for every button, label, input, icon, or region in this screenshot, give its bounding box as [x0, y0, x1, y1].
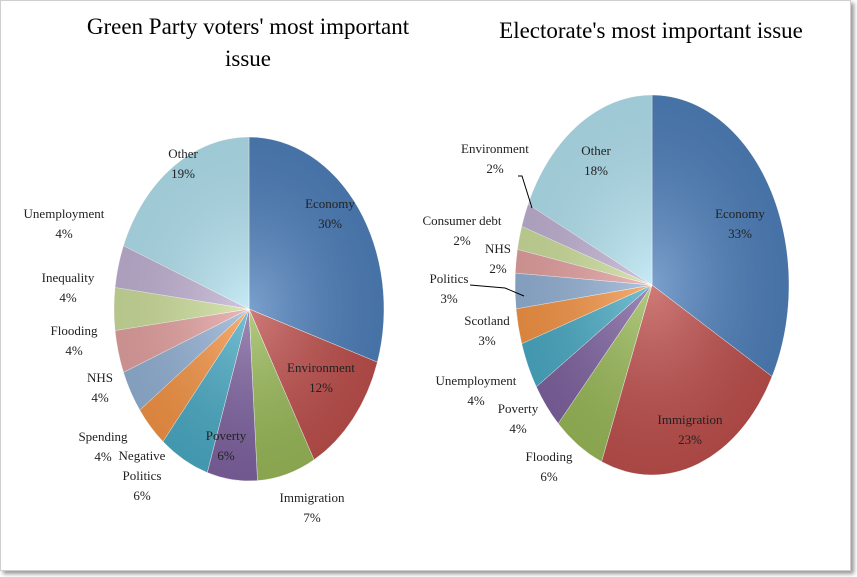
right-label-unemployment: Unemployment 4% — [436, 373, 517, 408]
left-label-inequality: Inequality 4% — [42, 270, 95, 305]
right-label-flooding: Flooding 6% — [526, 449, 573, 484]
right-label-scotland: Scotland 3% — [464, 313, 510, 348]
left-label-nhs: NHS 4% — [87, 370, 113, 405]
right-label-other: Other 18% — [581, 143, 611, 178]
right-label-economy: Economy 33% — [715, 206, 765, 241]
right-pie-shading — [515, 95, 789, 475]
right-leader-line-politics — [469, 284, 525, 297]
left-label-economy: Economy 30% — [305, 196, 355, 231]
right-label-poverty: Poverty 4% — [498, 401, 539, 436]
right-label-consumer-debt: Consumer debt 2% — [422, 213, 501, 248]
left-label-spending: Spending 4% — [78, 429, 128, 464]
right-label-nhs: NHS 2% — [485, 241, 511, 276]
right-leader-line-environment — [518, 175, 533, 209]
right-label-environment: Environment 2% — [461, 141, 529, 176]
left-label-environment: Environment 12% — [287, 360, 355, 395]
right-label-politics: Politics 3% — [429, 271, 468, 306]
right-chart-title: Electorate's most important issue — [499, 18, 803, 43]
left-label-negative-politics: Negative Politics 6% — [119, 448, 166, 503]
left-label-other: Other 19% — [168, 146, 198, 181]
left-chart-title-line1: Green Party voters' most important — [87, 14, 410, 39]
left-label-flooding: Flooding 4% — [51, 323, 98, 358]
left-chart-title-line2: issue — [225, 46, 271, 71]
left-label-immigration: Immigration 7% — [280, 490, 345, 525]
right-label-immigration: Immigration 23% — [658, 412, 723, 447]
left-pie-shading — [114, 137, 384, 481]
left-label-poverty: Poverty 6% — [206, 428, 247, 463]
left-label-unemployment: Unemployment 4% — [24, 206, 105, 241]
